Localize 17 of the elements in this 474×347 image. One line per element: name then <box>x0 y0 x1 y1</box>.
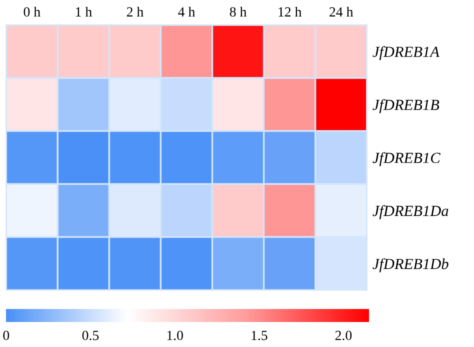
x-tick-label: 8 h <box>230 6 247 17</box>
x-tick-label: 1 h <box>76 6 92 16</box>
x-tick-label: 12 h <box>278 6 302 16</box>
y-tick-label: JfDREB1A <box>372 46 440 60</box>
color-bar-label: 1.5 <box>252 330 268 340</box>
y-tick-label: JfDREB1C <box>372 152 440 166</box>
x-tick-label: 4 h <box>178 6 196 16</box>
y-tick-label: JfDREB1Da <box>372 205 448 220</box>
x-tick-label: 2 h <box>126 6 144 16</box>
x-tick-label: 24 h <box>330 6 354 16</box>
color-bar-label: 0.5 <box>82 330 99 340</box>
y-tick-label: JfDREB1Db <box>372 258 448 272</box>
color-bar-label: 1.0 <box>167 330 183 340</box>
color-bar-label: 0 <box>3 330 10 340</box>
y-tick-label: JfDREB1B <box>372 99 440 114</box>
color-bar-label: 2.0 <box>335 330 352 340</box>
x-tick-label: 0 h <box>24 6 40 17</box>
